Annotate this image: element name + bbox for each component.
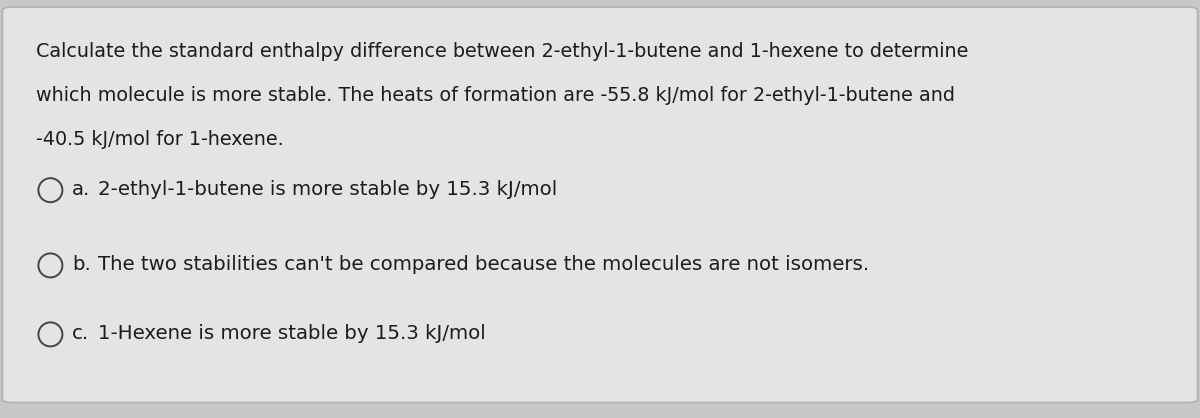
Text: -40.5 kJ/mol for 1-hexene.: -40.5 kJ/mol for 1-hexene. [36, 130, 283, 148]
Text: a.: a. [72, 180, 90, 199]
Text: Calculate the standard enthalpy difference between 2-ethyl-1-butene and 1-hexene: Calculate the standard enthalpy differen… [36, 42, 968, 61]
Text: The two stabilities can't be compared because the molecules are not isomers.: The two stabilities can't be compared be… [98, 255, 870, 274]
Text: 1-Hexene is more stable by 15.3 kJ/mol: 1-Hexene is more stable by 15.3 kJ/mol [98, 324, 486, 343]
Text: c.: c. [72, 324, 89, 343]
Text: which molecule is more stable. The heats of formation are -55.8 kJ/mol for 2-eth: which molecule is more stable. The heats… [36, 86, 955, 104]
Text: 2-ethyl-1-butene is more stable by 15.3 kJ/mol: 2-ethyl-1-butene is more stable by 15.3 … [98, 180, 558, 199]
Text: b.: b. [72, 255, 91, 274]
